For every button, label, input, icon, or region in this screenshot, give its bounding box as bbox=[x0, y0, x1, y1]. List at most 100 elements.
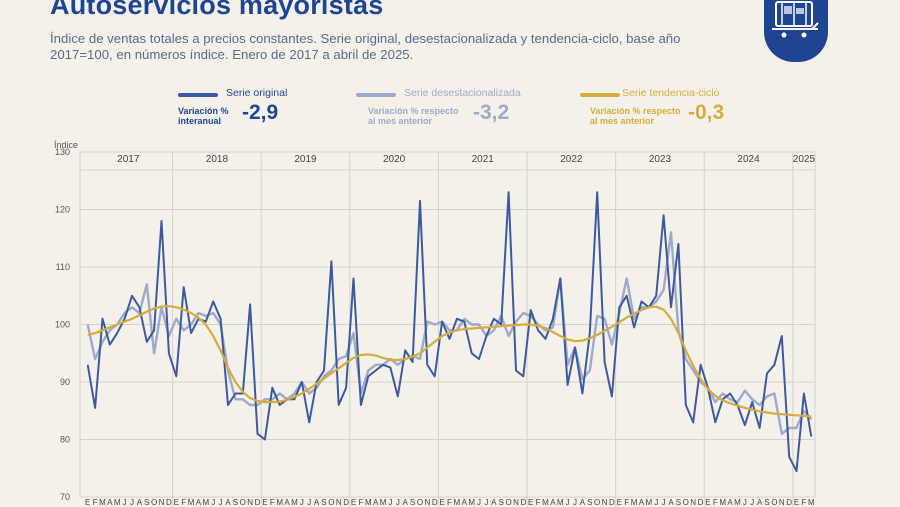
year-label: 2019 bbox=[294, 154, 317, 165]
month-label: F bbox=[447, 498, 452, 507]
month-label: A bbox=[373, 498, 379, 507]
month-label: J bbox=[211, 498, 215, 507]
month-label: N bbox=[159, 498, 165, 507]
month-label: A bbox=[668, 498, 674, 507]
month-label: M bbox=[291, 498, 298, 507]
month-label: M bbox=[719, 498, 726, 507]
month-label: F bbox=[270, 498, 275, 507]
month-label: O bbox=[683, 498, 689, 507]
legend-sa-value: -3,2 bbox=[473, 101, 510, 124]
year-label: 2020 bbox=[383, 154, 406, 165]
month-label: A bbox=[550, 498, 556, 507]
y-tick-label: 70 bbox=[60, 492, 70, 502]
month-label: M bbox=[99, 498, 106, 507]
month-label: J bbox=[573, 498, 577, 507]
month-label: A bbox=[225, 498, 231, 507]
month-label: N bbox=[247, 498, 253, 507]
month-label: J bbox=[123, 498, 127, 507]
legend-sa-swatch bbox=[356, 93, 396, 97]
month-label: S bbox=[499, 498, 504, 507]
month-label: O bbox=[505, 498, 511, 507]
month-label: J bbox=[566, 498, 570, 507]
month-label: J bbox=[477, 498, 481, 507]
month-label: A bbox=[757, 498, 763, 507]
page-title: Autoservicios mayoristas bbox=[50, 0, 384, 20]
month-label: M bbox=[631, 498, 638, 507]
month-label: O bbox=[771, 498, 777, 507]
series-line-trend bbox=[87, 305, 812, 418]
year-label: 2017 bbox=[117, 154, 140, 165]
legend-sa-desc: Variación % respecto al mes anterior bbox=[368, 106, 459, 126]
legend-original-swatch bbox=[178, 93, 218, 97]
month-label: N bbox=[336, 498, 342, 507]
month-label: E bbox=[85, 498, 90, 507]
month-label: J bbox=[219, 498, 223, 507]
month-label: N bbox=[513, 498, 519, 507]
legend-sa-name: Serie desestacionalizada bbox=[404, 87, 521, 99]
month-label: N bbox=[424, 498, 430, 507]
month-label: F bbox=[358, 498, 363, 507]
month-label: M bbox=[202, 498, 209, 507]
month-label: E bbox=[174, 498, 179, 507]
month-label: M bbox=[646, 498, 653, 507]
month-label: M bbox=[468, 498, 475, 507]
month-label: M bbox=[808, 498, 815, 507]
logo-badge bbox=[764, 0, 828, 62]
month-label: M bbox=[380, 498, 387, 507]
month-label: O bbox=[240, 498, 246, 507]
month-label: J bbox=[662, 498, 666, 507]
month-label: E bbox=[617, 498, 622, 507]
month-label: J bbox=[300, 498, 304, 507]
month-label: F bbox=[93, 498, 98, 507]
month-label: E bbox=[528, 498, 533, 507]
month-label: E bbox=[705, 498, 710, 507]
shopping-cart-icon bbox=[772, 1, 819, 38]
month-label: S bbox=[321, 498, 326, 507]
month-label: D bbox=[786, 498, 792, 507]
month-label: J bbox=[307, 498, 311, 507]
y-tick-label: 130 bbox=[55, 147, 70, 157]
month-label: A bbox=[727, 498, 733, 507]
month-label: F bbox=[536, 498, 541, 507]
y-axis-label: Índice bbox=[54, 140, 78, 150]
month-label: O bbox=[594, 498, 600, 507]
month-label: O bbox=[328, 498, 334, 507]
month-label: S bbox=[676, 498, 681, 507]
y-tick-label: 80 bbox=[60, 435, 70, 445]
month-label: M bbox=[365, 498, 372, 507]
month-label: J bbox=[388, 498, 392, 507]
year-label: 2023 bbox=[649, 154, 672, 165]
month-label: J bbox=[750, 498, 754, 507]
series-line-original bbox=[86, 191, 813, 473]
legend-original-value: -2,9 bbox=[242, 101, 279, 124]
y-tick-label: 110 bbox=[56, 262, 70, 272]
month-label: A bbox=[284, 498, 290, 507]
month-label: M bbox=[188, 498, 195, 507]
month-label: A bbox=[107, 498, 113, 507]
legend-trend-name: Serie tendencia-ciclo bbox=[622, 87, 720, 99]
month-label: D bbox=[520, 498, 526, 507]
month-label: D bbox=[609, 498, 615, 507]
legend-trend-value: -0,3 bbox=[688, 101, 725, 124]
month-label: O bbox=[151, 498, 157, 507]
month-label: J bbox=[484, 498, 488, 507]
year-label: 2024 bbox=[737, 154, 760, 165]
month-label: N bbox=[779, 498, 785, 507]
month-label: S bbox=[144, 498, 149, 507]
month-label: E bbox=[794, 498, 799, 507]
month-label: A bbox=[403, 498, 409, 507]
month-label: A bbox=[137, 498, 143, 507]
month-label: S bbox=[764, 498, 769, 507]
month-label: J bbox=[130, 498, 134, 507]
year-label: 2018 bbox=[206, 154, 229, 165]
month-label: O bbox=[417, 498, 423, 507]
month-label: S bbox=[233, 498, 238, 507]
month-label: F bbox=[713, 498, 718, 507]
month-label: D bbox=[166, 498, 172, 507]
month-label: E bbox=[262, 498, 267, 507]
month-label: A bbox=[580, 498, 586, 507]
month-label: A bbox=[491, 498, 497, 507]
month-label: S bbox=[587, 498, 592, 507]
month-label: E bbox=[351, 498, 356, 507]
